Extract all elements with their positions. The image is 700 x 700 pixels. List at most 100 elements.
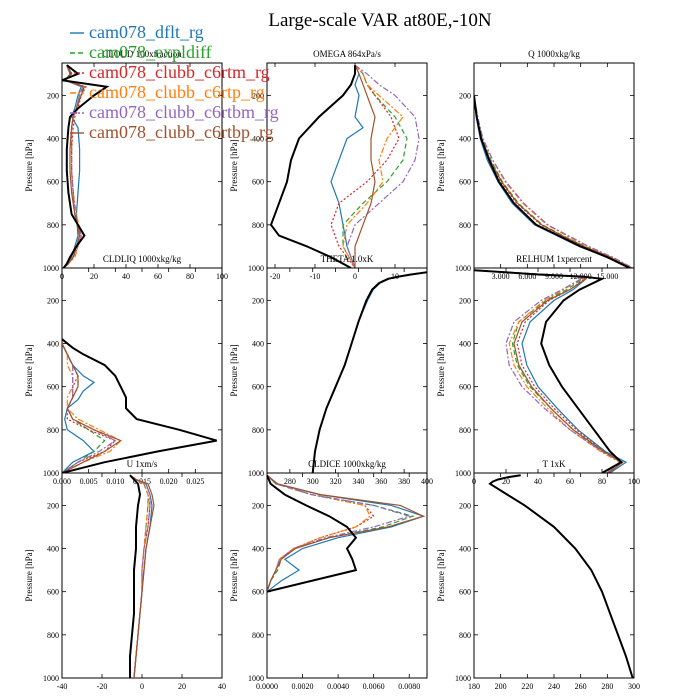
panel-2: OMEGA 864xPa/s Pressure [hPa] 200 400 600 800… [229, 49, 428, 281]
x-tick-label: 60 [154, 272, 162, 281]
series-line-cam078_dflt_rg [62, 343, 96, 473]
y-axis-label: Pressure [hPa] [24, 344, 34, 396]
x-tick-label: 360 [375, 477, 387, 486]
series-line-cam078_dflt_rg [474, 95, 631, 268]
y-tick-label: 400 [459, 340, 471, 349]
panel-6: RELHUM 1xpercent Pressure [hPa] 200 400 600 8… [436, 254, 640, 486]
series-line-cam078_clubb_c6rtbm_rg [474, 95, 634, 268]
series-line-cam078_clubb_c6rtbp_rg [267, 474, 426, 592]
y-tick-label: 1000 [43, 264, 59, 273]
x-tick-label: 0.010 [106, 477, 124, 486]
y-tick-label: 200 [252, 296, 264, 305]
panel-title: OMEGA 864xPa/s [313, 49, 381, 59]
panel-3: Q 1000xkg/kg Pressure [hPa] 200 400 600 800 10… [436, 49, 635, 281]
x-tick-label: -10 [310, 272, 321, 281]
y-axis-label: Pressure [hPa] [24, 549, 34, 601]
y-tick-label: 200 [459, 296, 471, 305]
reference-line [474, 269, 623, 473]
y-tick-label: 800 [252, 221, 264, 230]
series-line-cam078_clubb_c6rtbp_rg [129, 474, 155, 678]
x-tick-label: 220 [521, 682, 533, 691]
series-group [269, 64, 420, 268]
y-tick-label: 600 [252, 178, 264, 187]
reference-line [311, 271, 427, 473]
y-tick-label: 600 [47, 383, 59, 392]
y-tick-label: 1000 [455, 264, 471, 273]
x-tick-label: 240 [548, 682, 560, 691]
x-tick-label: 300 [307, 477, 319, 486]
y-tick-label: 800 [459, 426, 471, 435]
series-line-cam078_clubb_c6rtm_rg [474, 269, 624, 473]
x-tick-label: 260 [575, 682, 587, 691]
y-tick-label: 400 [459, 135, 471, 144]
series-line-cam078_clubb_c6rtbm_rg [474, 269, 623, 473]
x-tick-label: 40 [122, 272, 130, 281]
series-line-cam078_expldiff [474, 269, 623, 473]
x-tick-label: 0.0080 [398, 682, 420, 691]
y-tick-label: 400 [252, 545, 264, 554]
x-tick-label: 0.0000 [256, 682, 278, 691]
x-tick-label: 0 [140, 682, 144, 691]
series-line-cam078_expldiff [129, 474, 149, 678]
panel-8: CLDICE 1000xkg/kg Pressure [hPa] 200 400 600… [229, 459, 428, 691]
x-tick-label: 20 [502, 477, 510, 486]
panel-title: CLDLIQ 1000xkg/kg [103, 254, 182, 264]
y-axis-label: Pressure [hPa] [229, 344, 239, 396]
legend-entry: cam078_expldiff [89, 42, 212, 62]
x-tick-label: 0.025 [186, 477, 204, 486]
y-tick-label: 200 [459, 91, 471, 100]
x-tick-label: 20 [90, 272, 98, 281]
y-axis-label: Pressure [hPa] [229, 549, 239, 601]
series-line-cam078_clubb_c6rtp_rg [342, 64, 404, 268]
x-tick-label: 0.005 [80, 477, 98, 486]
x-tick-label: 180 [468, 682, 480, 691]
legend-entry: cam078_clubb_c6rtbp_rg [89, 122, 274, 142]
plot-frame [266, 472, 428, 679]
series-line-cam078_clubb_c6rtm_rg [330, 64, 400, 268]
legend-entry: cam078_clubb_c6rtp_rg [89, 82, 265, 102]
reference-line [269, 65, 356, 268]
series-group [62, 338, 217, 473]
series-group [311, 271, 427, 473]
y-tick-label: 400 [252, 135, 264, 144]
y-tick-label: 200 [252, 91, 264, 100]
series-line-cam078_clubb_c6rtbm_rg [346, 64, 420, 268]
panel-title: Q 1000xkg/kg [528, 49, 580, 59]
y-tick-label: 600 [252, 588, 264, 597]
y-tick-label: 1000 [455, 674, 471, 683]
y-tick-label: 800 [459, 221, 471, 230]
series-line-cam078_clubb_c6rtbp_rg [474, 269, 624, 473]
y-axis-label: Pressure [hPa] [436, 139, 446, 191]
plot-frame [61, 267, 223, 474]
y-tick-label: 200 [47, 91, 59, 100]
legend-entry: cam078_clubb_c6rtm_rg [89, 62, 270, 82]
series-group [129, 474, 155, 678]
y-axis-label: Pressure [hPa] [229, 139, 239, 191]
reference-line [62, 338, 217, 473]
series-line-cam078_expldiff [342, 64, 408, 268]
y-tick-label: 600 [459, 588, 471, 597]
panel-title: U 1xm/s [127, 459, 158, 469]
y-tick-label: 800 [252, 631, 264, 640]
x-tick-label: 20 [178, 682, 186, 691]
series-line-cam078_clubb_c6rtbp_rg [62, 343, 122, 473]
x-tick-label: -40 [57, 682, 68, 691]
y-tick-label: 1000 [43, 674, 59, 683]
x-tick-label: 200 [495, 682, 507, 691]
plot-frame [473, 267, 635, 474]
y-axis-label: Pressure [hPa] [436, 344, 446, 396]
panel-1: CLOUD 100xfraction Pressure [hPa] 200 400 60… [24, 49, 228, 281]
legend: cam078_dflt_rgcam078_expldiffcam078_club… [70, 22, 279, 142]
x-tick-label: 80 [186, 272, 194, 281]
series-line-cam078_clubb_c6rtbp_rg [354, 64, 376, 268]
y-tick-label: 1000 [248, 674, 264, 683]
plot-frame [473, 62, 635, 269]
y-tick-label: 800 [47, 631, 59, 640]
x-tick-label: 300 [628, 682, 640, 691]
y-tick-label: 1000 [248, 264, 264, 273]
y-tick-label: 1000 [248, 469, 264, 478]
x-tick-label: 3.000 [492, 272, 510, 281]
x-tick-label: 15.000 [596, 272, 618, 281]
